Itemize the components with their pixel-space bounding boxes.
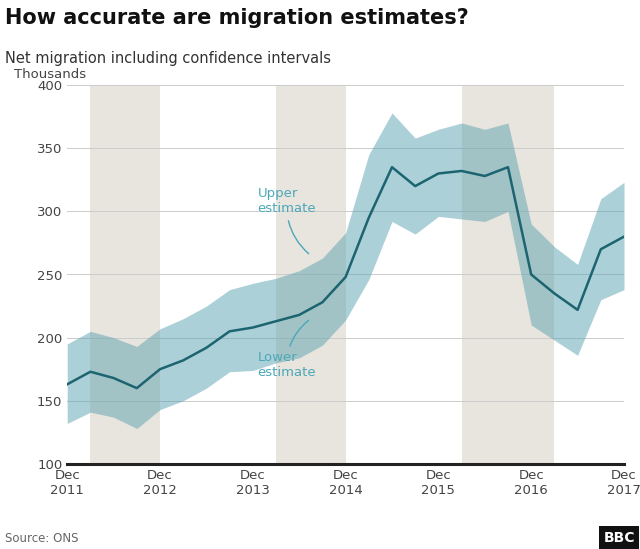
Text: Upper
estimate: Upper estimate <box>257 187 316 254</box>
Text: Thousands: Thousands <box>14 68 86 81</box>
Text: How accurate are migration estimates?: How accurate are migration estimates? <box>5 8 469 28</box>
Bar <box>461 85 554 464</box>
Text: BBC: BBC <box>604 530 635 545</box>
Bar <box>90 85 160 464</box>
Text: Source: ONS: Source: ONS <box>5 531 79 545</box>
Text: Net migration including confidence intervals: Net migration including confidence inter… <box>5 51 331 65</box>
Text: Lower
estimate: Lower estimate <box>257 321 316 379</box>
Bar <box>276 85 346 464</box>
